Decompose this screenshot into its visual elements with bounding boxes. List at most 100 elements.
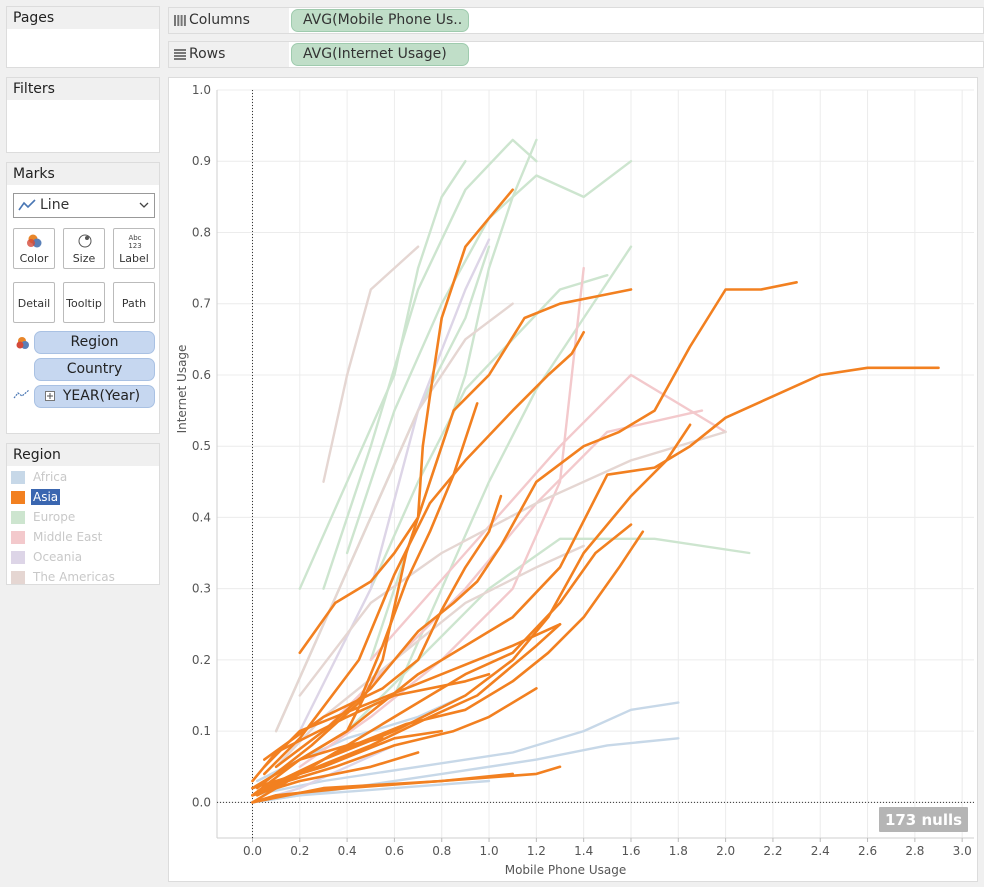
line-chart[interactable]: 0.0 0.2 0.4 0.6 0.8 1.0 1.2 1.4 1.6 1.8 2.0 2.2 2.4 2… bbox=[169, 78, 977, 881]
legend-label: Middle East bbox=[33, 530, 103, 544]
legend-swatch bbox=[11, 471, 25, 484]
y-tick-label: 0.3 bbox=[192, 582, 211, 596]
marks-title: Marks bbox=[7, 163, 159, 185]
chevron-down-icon bbox=[139, 202, 149, 208]
x-tick-label: 3.0 bbox=[953, 844, 972, 858]
faded-series-line bbox=[251, 737, 680, 804]
x-tick-label: 2.4 bbox=[811, 844, 830, 858]
columns-shelf[interactable]: Columns AVG(Mobile Phone Us.. bbox=[168, 7, 984, 34]
country-pill[interactable]: Country bbox=[34, 358, 155, 381]
faded-series-line bbox=[251, 701, 680, 797]
asia-series-line bbox=[263, 423, 692, 790]
faded-series-line bbox=[369, 138, 538, 662]
x-tick-label: 2.8 bbox=[905, 844, 924, 858]
year-pill[interactable]: YEAR(Year) bbox=[34, 385, 155, 408]
asia-series-line bbox=[298, 188, 515, 655]
path-encoding-icon bbox=[13, 389, 30, 399]
legend-title: Region bbox=[7, 444, 159, 466]
legend-swatch bbox=[11, 571, 25, 584]
legend-swatch bbox=[11, 531, 25, 544]
rows-icon bbox=[174, 49, 186, 60]
rows-shelf[interactable]: Rows AVG(Internet Usage) bbox=[168, 41, 984, 68]
x-tick-label: 0.0 bbox=[243, 844, 262, 858]
color-button[interactable]: Color bbox=[13, 228, 55, 269]
x-tick-label: 2.0 bbox=[716, 844, 735, 858]
tooltip-label: Tooltip bbox=[66, 297, 102, 310]
y-tick-label: 0.8 bbox=[192, 225, 211, 239]
x-tick-label: 1.6 bbox=[621, 844, 640, 858]
x-tick-label: 0.2 bbox=[290, 844, 309, 858]
expand-icon[interactable] bbox=[45, 391, 55, 401]
y-tick-label: 0.1 bbox=[192, 724, 211, 738]
rows-label-text: Rows bbox=[189, 46, 226, 62]
asia-series-line bbox=[251, 772, 515, 804]
year-pill-label: YEAR(Year) bbox=[62, 388, 141, 404]
chart-area[interactable]: 0.0 0.2 0.4 0.6 0.8 1.0 1.2 1.4 1.6 1.8 2.0 2.2 2.4 2… bbox=[168, 77, 978, 882]
x-tick-label: 2.6 bbox=[858, 844, 877, 858]
line-chart-icon bbox=[18, 199, 36, 211]
rows-shelf-label: Rows bbox=[169, 42, 289, 67]
x-tick-label: 0.4 bbox=[338, 844, 357, 858]
asia-series-line bbox=[274, 366, 940, 776]
region-legend: Region Africa Asia Europe Middle East Oceani… bbox=[6, 443, 160, 585]
country-pill-label: Country bbox=[66, 361, 123, 377]
asia-series-line bbox=[255, 402, 479, 790]
pages-panel: Pages bbox=[6, 6, 160, 68]
rows-pill[interactable]: AVG(Internet Usage) bbox=[291, 43, 469, 66]
legend-label: Oceania bbox=[33, 550, 83, 564]
color-label: Color bbox=[19, 252, 49, 265]
mark-type-value: Line bbox=[40, 197, 70, 213]
legend-label: The Americas bbox=[33, 570, 115, 584]
pages-title: Pages bbox=[7, 7, 159, 29]
asia-series-line bbox=[263, 494, 503, 761]
columns-icon bbox=[174, 15, 186, 26]
y-tick-label: 0.9 bbox=[192, 154, 211, 168]
asia-series-line bbox=[263, 330, 586, 776]
nulls-badge-bg[interactable] bbox=[879, 807, 968, 832]
svg-text:123: 123 bbox=[128, 242, 141, 249]
legend-swatch bbox=[11, 491, 25, 504]
y-tick-label: 0.5 bbox=[192, 439, 211, 453]
asia-series-line bbox=[274, 530, 645, 790]
path-button[interactable]: Path bbox=[113, 282, 155, 323]
legend-label: Asia bbox=[31, 489, 61, 505]
mark-type-select[interactable]: Line bbox=[13, 193, 155, 218]
detail-button[interactable]: Detail bbox=[13, 282, 55, 323]
size-button[interactable]: Size bbox=[63, 228, 105, 269]
path-label: Path bbox=[121, 297, 147, 310]
x-axis-title: Mobile Phone Usage bbox=[505, 863, 627, 877]
x-tick-label: 1.0 bbox=[480, 844, 499, 858]
region-pill-label: Region bbox=[70, 334, 119, 350]
faded-series-line bbox=[298, 159, 467, 590]
legend-swatch bbox=[11, 511, 25, 524]
legend-label: Europe bbox=[33, 510, 76, 524]
x-tick-label: 1.2 bbox=[527, 844, 546, 858]
detail-label: Detail bbox=[17, 297, 51, 310]
svg-text:Abc: Abc bbox=[128, 234, 141, 242]
y-tick-label: 1.0 bbox=[192, 83, 211, 97]
faded-series-line bbox=[322, 245, 420, 483]
faded-series-line bbox=[322, 138, 538, 590]
y-tick-label: 0.2 bbox=[192, 653, 211, 667]
faded-series-line bbox=[393, 245, 633, 697]
size-icon bbox=[78, 234, 92, 248]
tooltip-button[interactable]: Tooltip bbox=[63, 282, 105, 323]
nulls-badge[interactable]: 173 nulls bbox=[885, 811, 962, 829]
filters-title: Filters bbox=[7, 78, 159, 100]
filters-panel[interactable]: Filters bbox=[6, 77, 160, 153]
label-button[interactable]: Abc 123 Label bbox=[113, 228, 155, 269]
color-encoding-icon bbox=[16, 337, 29, 349]
x-tick-label: 0.6 bbox=[385, 844, 404, 858]
y-tick-label: 0.0 bbox=[192, 795, 211, 809]
size-label: Size bbox=[72, 252, 96, 265]
x-tick-label: 2.2 bbox=[763, 844, 782, 858]
region-pill[interactable]: Region bbox=[34, 331, 155, 354]
marks-panel: Marks Line Color Size Abc 123 Label Deta… bbox=[6, 162, 160, 434]
y-tick-label: 0.7 bbox=[192, 297, 211, 311]
faded-series-line bbox=[298, 266, 585, 768]
x-tick-label: 1.4 bbox=[574, 844, 593, 858]
asia-series-line bbox=[251, 687, 538, 804]
asia-series-line bbox=[255, 622, 562, 797]
columns-pill[interactable]: AVG(Mobile Phone Us.. bbox=[291, 9, 469, 32]
faded-series-line bbox=[369, 273, 609, 590]
